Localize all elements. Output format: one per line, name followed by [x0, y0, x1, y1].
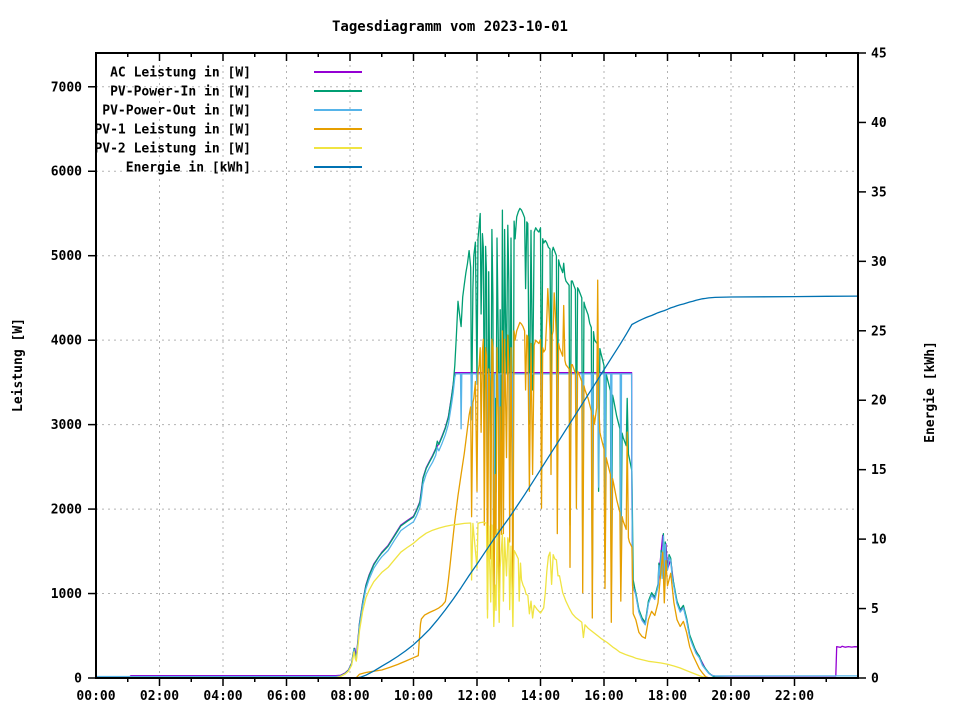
y2-tick-label: 45	[871, 47, 887, 62]
y2-tick-label: 25	[871, 324, 887, 339]
tick-labels-layer: 00:00 02:00 04:00 06:00 08:00 10:00 12:00 14:00…	[51, 47, 887, 705]
x-tick-label: 20:00	[711, 689, 750, 704]
series-pv1	[96, 279, 858, 678]
y2-tick-label: 10	[871, 533, 887, 548]
legend-label-ac: AC Leistung in [W]	[110, 66, 251, 81]
y2-tick-label: 20	[871, 394, 887, 409]
legend-label-pvout: PV-Power-Out in [W]	[102, 104, 251, 119]
y2-tick-label: 35	[871, 185, 887, 200]
legend: AC Leistung in [W] PV-Power-In in [W] PV-P…	[94, 66, 362, 176]
y-tick-label: 1000	[51, 587, 82, 602]
y-tick-label: 0	[74, 672, 82, 687]
x-tick-label: 00:00	[76, 689, 115, 704]
x-tick-label: 04:00	[203, 689, 242, 704]
x-tick-label: 06:00	[267, 689, 306, 704]
y-tick-label: 7000	[51, 80, 82, 95]
x-tick-label: 08:00	[330, 689, 369, 704]
y-tick-label: 6000	[51, 165, 82, 180]
y-tick-label: 3000	[51, 418, 82, 433]
y-axis-label: Leistung [W]	[11, 318, 26, 412]
series-energie	[96, 295, 858, 678]
series-pv2	[96, 521, 858, 678]
x-tick-label: 22:00	[775, 689, 814, 704]
x-tick-label: 18:00	[648, 689, 687, 704]
y2-tick-label: 5	[871, 602, 879, 617]
series-layer	[96, 207, 858, 678]
x-tick-label: 12:00	[457, 689, 496, 704]
legend-label-pv2: PV-2 Leistung in [W]	[94, 142, 251, 157]
x-tick-label: 02:00	[140, 689, 179, 704]
x-tick-label: 10:00	[394, 689, 433, 704]
y2-tick-label: 15	[871, 463, 887, 478]
legend-label-energie: Energie in [kWh]	[126, 161, 251, 176]
x-tick-label: 16:00	[584, 689, 623, 704]
y-tick-label: 4000	[51, 334, 82, 349]
y2-tick-label: 30	[871, 255, 887, 270]
x-tick-label: 14:00	[521, 689, 560, 704]
y-tick-label: 5000	[51, 249, 82, 264]
legend-label-pvin: PV-Power-In in [W]	[110, 85, 251, 100]
y2-axis-label: Energie [kWh]	[923, 341, 938, 443]
legend-label-pv1: PV-1 Leistung in [W]	[94, 123, 251, 138]
y2-tick-label: 40	[871, 116, 887, 131]
chart-title: Tagesdiagramm vom 2023-10-01	[332, 19, 568, 35]
y-tick-label: 2000	[51, 503, 82, 518]
grid-layer	[96, 53, 858, 678]
ticks-layer	[88, 52, 866, 686]
y2-tick-label: 0	[871, 672, 879, 687]
